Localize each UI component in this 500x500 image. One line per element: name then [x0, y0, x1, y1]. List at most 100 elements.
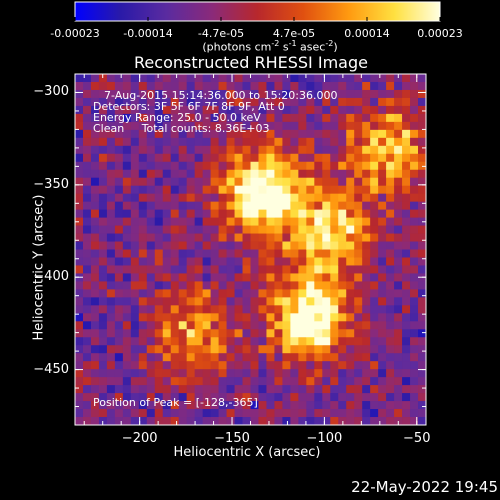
heatmap-cell	[394, 74, 403, 83]
heatmap-cell	[306, 417, 315, 425]
heatmap-cell	[210, 233, 219, 242]
heatmap-cell	[138, 201, 148, 211]
heatmap-cell	[282, 305, 291, 314]
heatmap-cell	[130, 393, 140, 402]
heatmap-cell	[194, 337, 204, 346]
heatmap-cell	[346, 129, 355, 139]
heatmap-cell	[362, 241, 371, 250]
heatmap-cell	[274, 321, 283, 330]
heatmap-cell	[75, 225, 84, 234]
heatmap-cell	[218, 321, 227, 330]
heatmap-cell	[314, 153, 323, 163]
heatmap-cell	[234, 249, 243, 258]
heatmap-cell	[410, 177, 419, 187]
heatmap-cell	[354, 297, 363, 306]
heatmap-cell	[362, 313, 371, 322]
heatmap-cell	[298, 385, 307, 394]
heatmap-cell	[114, 313, 124, 322]
heatmap-cell	[154, 385, 164, 394]
heatmap-cell	[418, 305, 426, 314]
heatmap-cell	[162, 153, 172, 163]
heatmap-cell	[162, 273, 172, 282]
heatmap-cell	[114, 305, 124, 314]
heatmap-cell	[138, 401, 148, 410]
heatmap-cell	[354, 121, 363, 131]
heatmap-cell	[242, 225, 251, 234]
heatmap-cell	[114, 385, 124, 394]
heatmap-cell	[226, 153, 235, 163]
heatmap-cell	[394, 241, 403, 250]
heatmap-cell	[266, 233, 275, 242]
heatmap-cell	[186, 185, 196, 195]
heatmap-cell	[378, 361, 387, 370]
heatmap-cell	[130, 297, 140, 306]
heatmap-cell	[98, 121, 108, 131]
heatmap-cell	[146, 297, 156, 306]
heatmap-cell	[75, 153, 84, 163]
heatmap-cell	[378, 201, 387, 211]
heatmap-cell	[362, 161, 371, 171]
heatmap-cell	[154, 105, 164, 115]
heatmap-cell	[346, 225, 355, 234]
heatmap-cell	[354, 369, 363, 378]
heatmap-cell	[114, 353, 124, 362]
heatmap-cell	[346, 385, 355, 394]
heatmap-cell	[330, 193, 339, 203]
heatmap-cell	[98, 369, 108, 378]
heatmap-cell	[266, 281, 275, 290]
heatmap-cell	[378, 265, 387, 274]
heatmap-cell	[234, 369, 243, 378]
heatmap-cell	[378, 81, 387, 91]
heatmap-cell	[210, 377, 219, 386]
heatmap-cell	[218, 177, 227, 187]
heatmap-cell	[314, 193, 323, 203]
heatmap-cell	[170, 233, 180, 242]
heatmap-cell	[266, 265, 275, 274]
heatmap-cell	[258, 305, 267, 314]
heatmap-cell	[98, 329, 108, 338]
heatmap-cell	[386, 417, 395, 425]
heatmap-cell	[194, 97, 204, 107]
heatmap-cell	[274, 337, 283, 346]
heatmap-cell	[370, 345, 379, 354]
heatmap-cell	[306, 113, 315, 123]
heatmap-cell	[98, 177, 108, 187]
heatmap-cell	[266, 137, 275, 147]
heatmap-cell	[114, 209, 124, 218]
heatmap-cell	[234, 113, 243, 123]
heatmap-cell	[122, 321, 132, 330]
heatmap-cell	[234, 217, 243, 226]
heatmap-cell	[82, 385, 92, 394]
heatmap-cell	[106, 289, 116, 298]
heatmap-cell	[370, 401, 379, 410]
heatmap-cell	[330, 81, 339, 91]
heatmap-cell	[170, 81, 180, 91]
heatmap-cell	[274, 121, 283, 131]
heatmap-cell	[170, 297, 180, 306]
heatmap-cell	[194, 345, 204, 354]
heatmap-cell	[362, 409, 371, 418]
heatmap-cell	[194, 401, 204, 410]
heatmap-cell	[122, 153, 132, 163]
heatmap-cell	[130, 209, 140, 218]
heatmap-cell	[98, 161, 108, 171]
heatmap-cell	[194, 313, 204, 322]
heatmap-cell	[186, 145, 196, 155]
heatmap-cell	[75, 249, 84, 258]
heatmap-cell	[354, 129, 363, 139]
heatmap-cell	[330, 281, 339, 290]
heatmap-cell	[290, 145, 299, 155]
heatmap-cell	[138, 265, 148, 274]
heatmap-cell	[234, 233, 243, 242]
heatmap-cell	[338, 121, 347, 131]
heatmap-cell	[338, 409, 347, 418]
heatmap-cell	[162, 321, 172, 330]
heatmap-cell	[402, 345, 411, 354]
heatmap-cell	[82, 89, 92, 99]
heatmap-cell	[338, 225, 347, 234]
heatmap-cell	[290, 81, 299, 91]
heatmap-cell	[394, 329, 403, 338]
heatmap-cell	[418, 337, 426, 346]
heatmap-cell	[402, 305, 411, 314]
heatmap-cell	[282, 201, 291, 211]
